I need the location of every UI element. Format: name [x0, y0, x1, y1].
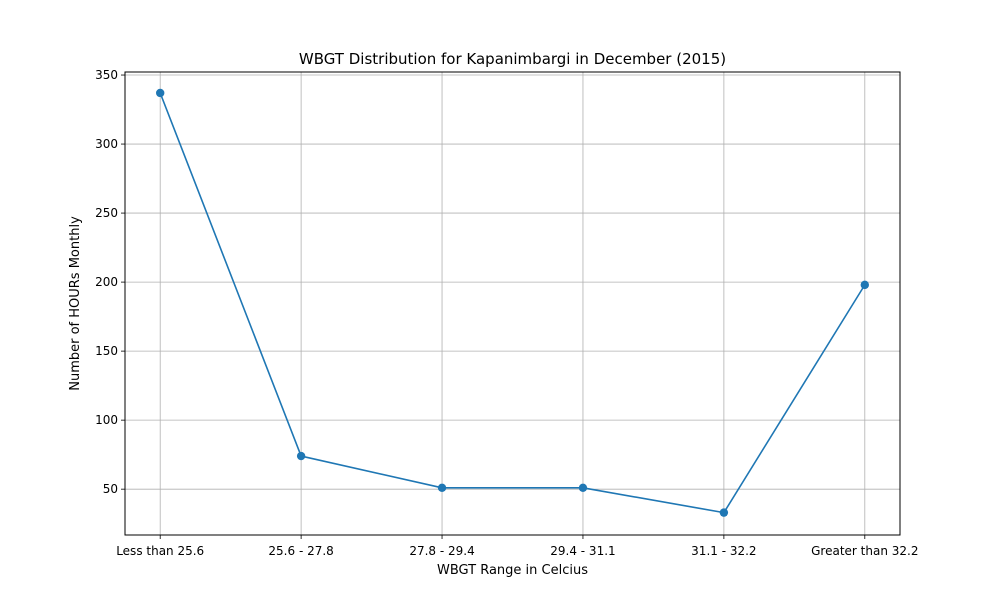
y-tick-label: 250: [95, 206, 118, 220]
y-tick-label: 200: [95, 275, 118, 289]
plot-frame: [124, 71, 901, 536]
series-line: [159, 92, 866, 514]
y-tick-label: 100: [95, 413, 118, 427]
x-tick-label: 29.4 - 31.1: [550, 544, 615, 558]
y-tick-label: 300: [95, 137, 118, 151]
data-point: [578, 483, 588, 492]
x-tick-label: 27.8 - 29.4: [409, 544, 474, 558]
data-point: [437, 483, 447, 492]
data-point: [719, 508, 729, 517]
y-axis-label: Number of HOURs Monthly: [68, 216, 83, 391]
data-point: [156, 88, 165, 98]
x-tick-label: 25.6 - 27.8: [268, 544, 333, 558]
chart-title: WBGT Distribution for Kapanimbargi in De…: [299, 50, 726, 68]
x-axis-label: WBGT Range in Celcius: [437, 563, 588, 578]
x-tick-label: Less than 25.6: [116, 544, 204, 558]
data-point: [860, 280, 869, 290]
y-tick-label: 350: [95, 68, 118, 82]
series-layer: [156, 88, 869, 517]
x-tick-label: 31.1 - 32.2: [691, 544, 756, 558]
y-tick-label: 150: [95, 344, 118, 358]
axis-ticks: Less than 25.6 25.6 - 27.8 27.8 - 29.4 29.4…: [95, 68, 918, 558]
grid-lines: [125, 72, 900, 535]
x-tick-label: Greater than 32.2: [811, 544, 918, 558]
y-tick-label: 50: [103, 482, 118, 496]
data-point: [296, 451, 306, 461]
